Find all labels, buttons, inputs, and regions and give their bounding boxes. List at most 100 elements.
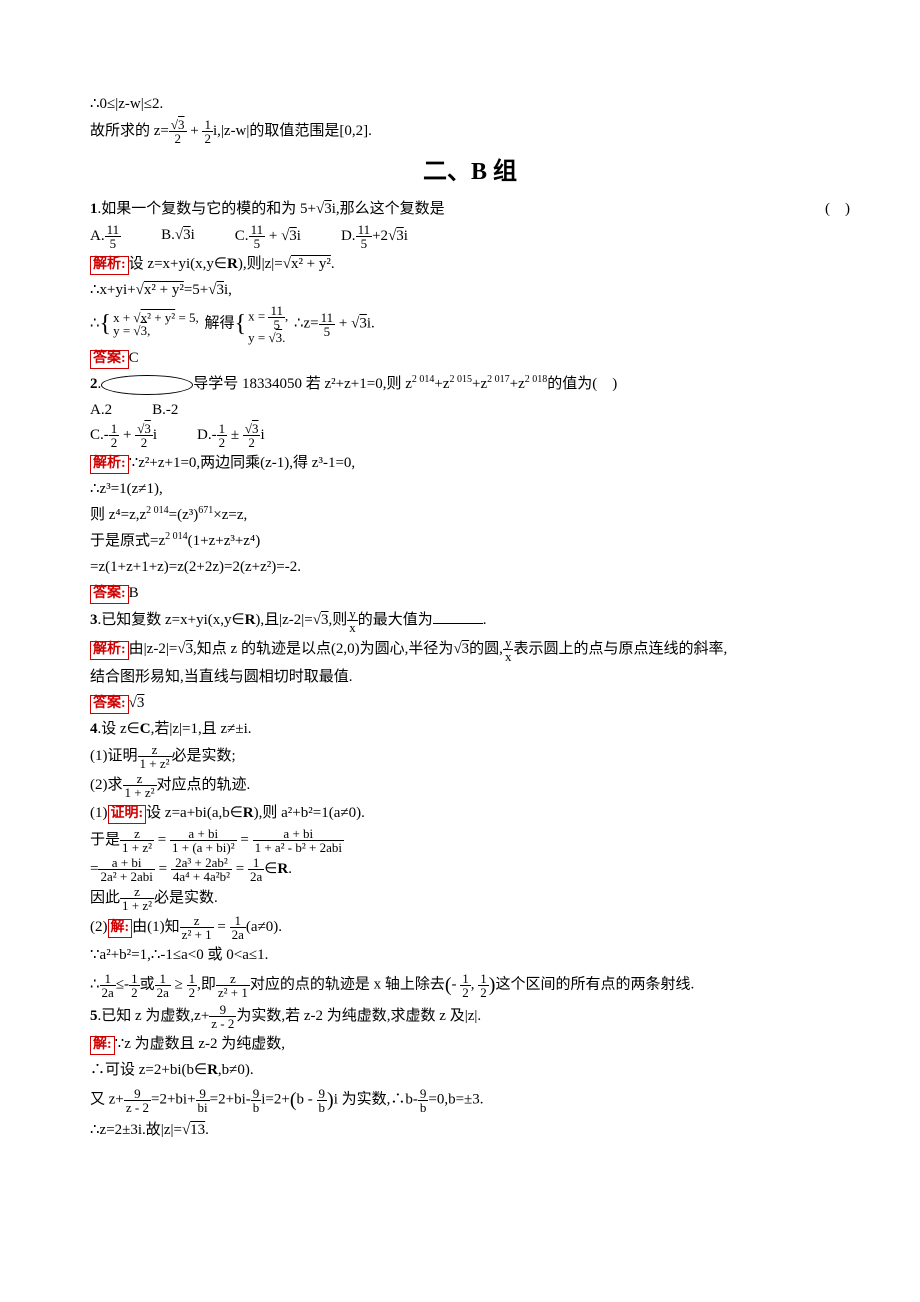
sqrt: √x² + y² <box>283 256 331 272</box>
f: 9z - 2 <box>124 1087 151 1114</box>
q5-num: 5 <box>90 1008 98 1024</box>
t: ∵z 为虚数且 z-2 为纯虚数, <box>115 1036 285 1052</box>
e: 2 014 <box>146 505 169 516</box>
in: ∈ <box>264 861 277 877</box>
t: ,知点 z 的轨迹是以点(2,0)为圆心,半径为 <box>193 641 453 657</box>
ans: B <box>129 585 139 601</box>
q2-choices-2: C.-12 + √32i D.-12 ± √32i <box>90 422 850 449</box>
f: 2a³ + 2ab²4a⁴ + 4a²b² <box>171 856 232 883</box>
f: 9b <box>251 1087 262 1114</box>
rp: ) <box>327 1089 334 1111</box>
t: =2+bi- <box>210 1092 251 1108</box>
q5-l3: 又 z+9z - 2=2+bi+9bi=2+bi-9bi=2+(b - 9b)i… <box>90 1084 850 1116</box>
jiexi-label: 解析: <box>90 256 129 275</box>
q4-zm4: 因此z1 + z²必是实数. <box>90 885 850 912</box>
t: ),则|z|= <box>238 256 283 272</box>
f: 12a <box>230 914 246 941</box>
t: ≥ <box>171 977 187 993</box>
q4-zm2: 于是z1 + z² = a + bi1 + (a + bi)² = a + bi… <box>90 827 850 854</box>
t: .如果一个复数与它的模的和为 5+ <box>98 201 316 217</box>
eq: = <box>158 832 166 848</box>
t: ,即 <box>197 977 216 993</box>
e: 2 014 <box>165 531 188 542</box>
q5-l4: ∴z=2±3i.故|z|=√13. <box>90 1118 850 1142</box>
q3-stem: 3.已知复数 z=x+yi(x,y∈R),且|z-2|=√3,则yx的最大值为. <box>90 607 850 634</box>
q2-stem: 2.导学号 18334050 若 z²+z+1=0,则 z2 014+z2 01… <box>90 372 850 396</box>
q3-ans: 答案:√3 <box>90 691 850 715</box>
t: (2)求 <box>90 777 123 793</box>
sys1: x + √x² + y² = 5,y = √3, <box>111 311 201 337</box>
t: ,若|z|=1,且 z≠±i. <box>151 721 252 737</box>
f: 12 <box>187 972 198 999</box>
q2-D: D.-12 ± √32i <box>197 422 265 449</box>
t: =2+bi+ <box>151 1092 196 1108</box>
t: - <box>452 977 461 993</box>
R: R <box>245 612 256 628</box>
q4-jie: (2)解:由(1)知zz² + 1 = 12a(a≠0). <box>90 914 850 941</box>
e: 2 015 <box>450 374 473 385</box>
eq: = <box>240 832 248 848</box>
intro-line-2: 故所求的 z=√32 + 12i,|z-w|的取值范围是[0,2]. <box>90 118 850 145</box>
plus: + <box>190 123 202 139</box>
q1-A: A.115 <box>90 223 121 250</box>
q2-ans: 答案:B <box>90 581 850 605</box>
t: i,那么这个复数是 <box>332 201 445 217</box>
q4-p2: (2)求z1 + z²对应点的轨迹. <box>90 772 850 799</box>
eq: = <box>236 861 244 877</box>
t: 设 z=a+bi(a,b∈ <box>146 805 243 821</box>
daan-label: 答案: <box>90 695 129 714</box>
q2-jiexi: 解析:∵z²+z+1=0,两边同乘(z-1),得 z³-1=0, <box>90 451 850 475</box>
q4-jie2: ∵a²+b²=1,∴-1≤a<0 或 0<a≤1. <box>90 943 850 967</box>
q3-jx2: 结合图形易知,当直线与圆相切时取最值. <box>90 665 850 689</box>
jiexi-label: 解析: <box>90 641 129 660</box>
t: +z <box>434 376 449 392</box>
C: C <box>140 721 151 737</box>
f: zz² + 1 <box>216 972 250 999</box>
e: 2 018 <box>525 374 548 385</box>
frac-sqrt3-2: √32 <box>169 118 187 145</box>
q4-stem: 4.设 z∈C,若|z|=1,且 z≠±i. <box>90 717 850 741</box>
q2-jx2: ∴z³=1(z≠1), <box>90 477 850 501</box>
jiexi-label: 解析: <box>90 455 129 474</box>
t: 的值为( ) <box>547 376 617 392</box>
t: 对应点的轨迹. <box>157 777 251 793</box>
q3-jiexi: 解析:由|z-2|=√3,知点 z 的轨迹是以点(2,0)为圆心,半径为√3的圆… <box>90 636 850 663</box>
t: +z <box>472 376 487 392</box>
paren: ( ) <box>825 197 850 221</box>
f: z1 + z² <box>120 885 154 912</box>
q2-jx4: 于是原式=z2 014(1+z+z³+z⁴) <box>90 529 850 553</box>
t: 解得 <box>205 316 235 332</box>
t: (2) <box>90 919 108 935</box>
lp: ( <box>290 1089 297 1111</box>
t: i 为实数,∴b- <box>334 1092 418 1108</box>
q2-C: C.-12 + √32i <box>90 422 157 449</box>
t: ,则 <box>329 612 348 628</box>
q4-zm3: =a + bi2a² + 2abi = 2a³ + 2ab²4a⁴ + 4a²b… <box>90 856 850 883</box>
t: ,b≠0). <box>218 1062 254 1078</box>
f: 9b <box>317 1087 328 1114</box>
t: =(z³) <box>169 507 199 523</box>
t: 于是原式=z <box>90 533 165 549</box>
sys2: x = 115,y = √3. <box>246 304 290 344</box>
q1-C: C.115 + √3i <box>235 223 301 250</box>
t: (1) <box>90 805 108 821</box>
e: 2 017 <box>487 374 510 385</box>
t: 若 z²+z+1=0,则 z <box>302 376 412 392</box>
f: 12a <box>248 856 264 883</box>
t: 又 z+ <box>90 1092 124 1108</box>
f: z1 + z² <box>120 827 154 854</box>
t: ×z=z, <box>213 507 247 523</box>
t: .已知复数 z=x+yi(x,y∈ <box>98 612 245 628</box>
q1-stem: 1.如果一个复数与它的模的和为 5+√3i,那么这个复数是 ( ) <box>90 197 850 221</box>
q1-ans: 答案:C <box>90 346 850 370</box>
section-title: 二、B 组 <box>90 153 850 191</box>
t: .已知 z 为虚数,z+ <box>98 1008 210 1024</box>
t: ∴z= <box>294 316 319 332</box>
f: 115 <box>319 311 336 338</box>
q2-choices-1: A.2 B.-2 <box>90 398 850 422</box>
t: 或 <box>140 977 155 993</box>
q1-B: B.√3i <box>161 223 195 250</box>
t: ≤- <box>116 977 129 993</box>
t: ),且|z-2|= <box>255 612 312 628</box>
jie-label: 解: <box>90 1036 115 1055</box>
